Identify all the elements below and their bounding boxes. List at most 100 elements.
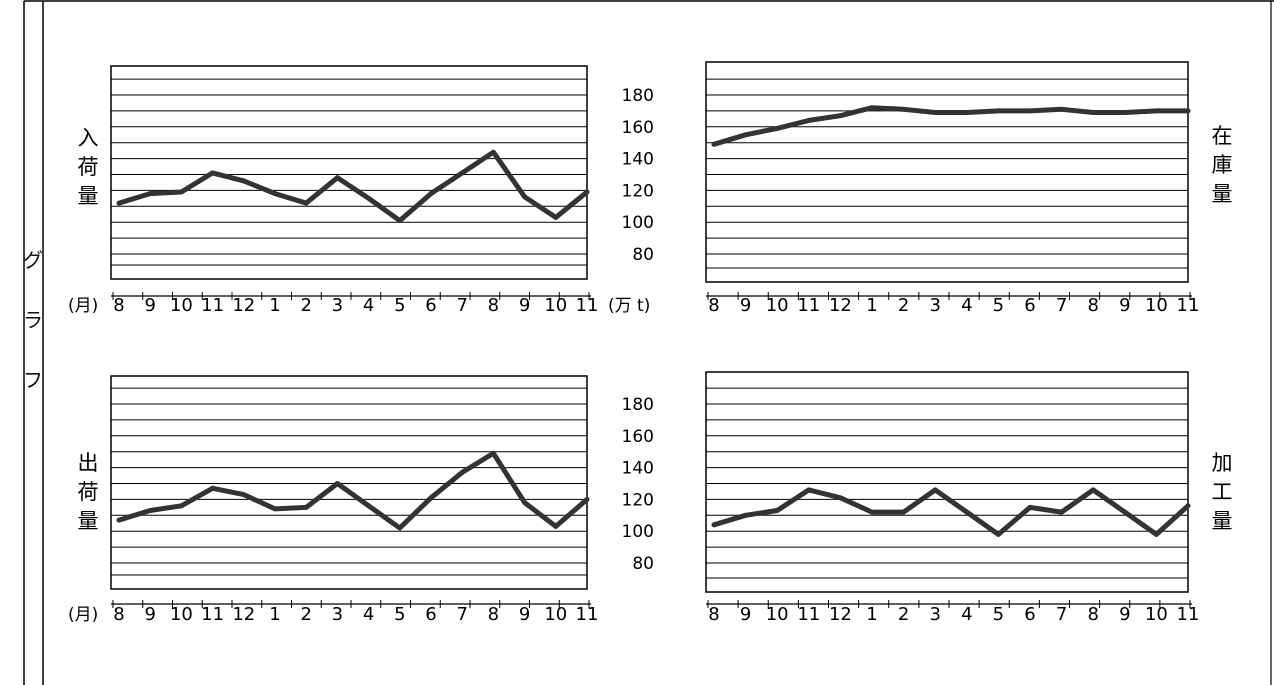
x-tick-label: 5 [394,295,405,316]
x-tick-label: 9 [740,295,751,316]
data-point [147,191,153,196]
y-tick-label: 100 [622,213,654,233]
axis-unit-label: (月) [68,605,98,625]
chart-title-char: 出 [78,451,99,475]
x-tick-label: 2 [300,604,311,625]
data-point [1185,503,1191,509]
data-point [397,525,403,531]
x-tick-label: 6 [1024,604,1035,625]
data-point [1059,106,1064,112]
data-point [210,485,216,491]
x-tick-label: 7 [1056,295,1067,316]
x-tick-label: 10 [1145,604,1168,625]
data-point [964,509,970,515]
side-label-char: フ [23,368,43,392]
x-tick-label: 1 [866,295,877,316]
x-tick-label: 10 [544,295,567,316]
data-point [241,178,247,184]
series-line [711,105,1191,147]
x-tick-label: 9 [740,604,751,625]
plot-frame [705,61,1189,283]
chart-panel: 8 9 10 11 12 1 2 3 4 5 6 7 8 9 10 11(万 t)18016014012010… [608,61,1233,316]
x-tick-label: 8 [708,604,719,625]
x-tick-label: 6 [425,604,436,625]
x-tick-label: 11 [1177,295,1200,316]
x-tick-label: 9 [144,295,155,316]
x-tick-label: 12 [232,295,255,316]
x-tick-label: 4 [363,295,374,316]
x-tick-label: 9 [1119,295,1130,316]
x-tick-label: 7 [456,295,467,316]
x-tick-label: 8 [1087,295,1098,316]
data-point [272,191,278,196]
x-tick-label: 10 [544,604,567,625]
data-point [869,509,875,515]
plot-frame [110,375,588,590]
series-line [116,149,590,224]
data-point [553,524,559,529]
data-point [711,522,717,528]
x-tick-label: 11 [201,295,224,316]
data-point [838,495,843,501]
chart-title-char: 量 [78,184,99,208]
data-point [397,218,403,224]
y-tick-label: 140 [622,150,654,170]
data-point [901,509,906,515]
x-tick-label: 12 [232,604,255,625]
data-point [147,508,153,513]
chart-title-char: 工 [1212,480,1233,504]
data-point [1154,108,1159,114]
data-point [743,132,748,138]
x-tick-label: 7 [456,604,467,625]
data-point [522,500,527,505]
data-point [901,106,906,112]
x-tick-label: 4 [961,295,972,316]
x-tick-label: 2 [898,295,909,316]
y-tick-label: 120 [622,181,654,201]
x-tick-label: 8 [708,295,719,316]
x-tick-label: 11 [576,604,599,625]
x-tick-label: 9 [1119,604,1130,625]
chart-title-char: 荷 [78,480,99,504]
data-point [1027,108,1033,114]
x-tick-label: 11 [797,295,820,316]
data-point [838,113,843,119]
data-point [1154,531,1159,537]
y-tick-label: 160 [622,427,654,447]
x-tick-label: 9 [144,604,155,625]
x-tick-label: 1 [269,295,280,316]
x-tick-label: 1 [269,604,280,625]
data-point [179,189,184,195]
chart-title-char: 荷 [78,155,99,179]
data-point [711,141,717,147]
y-tick-label: 160 [622,118,654,138]
x-tick-label: 6 [425,295,436,316]
data-point [1122,509,1128,515]
series-line [711,487,1191,537]
data-point [491,149,496,155]
data-point [459,170,465,176]
data-point [491,450,496,456]
axis-unit-label: (月) [68,296,98,316]
x-tick-label: 12 [829,295,852,316]
data-point [116,517,122,523]
chart-title-char: 量 [1212,509,1233,533]
data-point [806,487,812,493]
x-tick-label: 10 [766,295,789,316]
chart-panel: 8 9 10 11 12 1 2 3 4 5 6 7 8 9 10 11(月)入荷量 [68,65,599,316]
data-point [303,504,309,510]
x-tick-label: 4 [961,604,972,625]
data-point [743,512,748,518]
data-point [1090,110,1096,115]
data-point [774,125,780,131]
x-tick-label: 11 [576,295,599,316]
data-point [1122,110,1128,115]
x-tick-label: 3 [929,604,940,625]
chart-title-char: 加 [1212,451,1233,475]
data-point [553,215,559,220]
plot-frame [705,371,1189,593]
data-point [806,118,812,123]
y-tick-label: 180 [622,86,654,106]
x-tick-label: 5 [394,604,405,625]
